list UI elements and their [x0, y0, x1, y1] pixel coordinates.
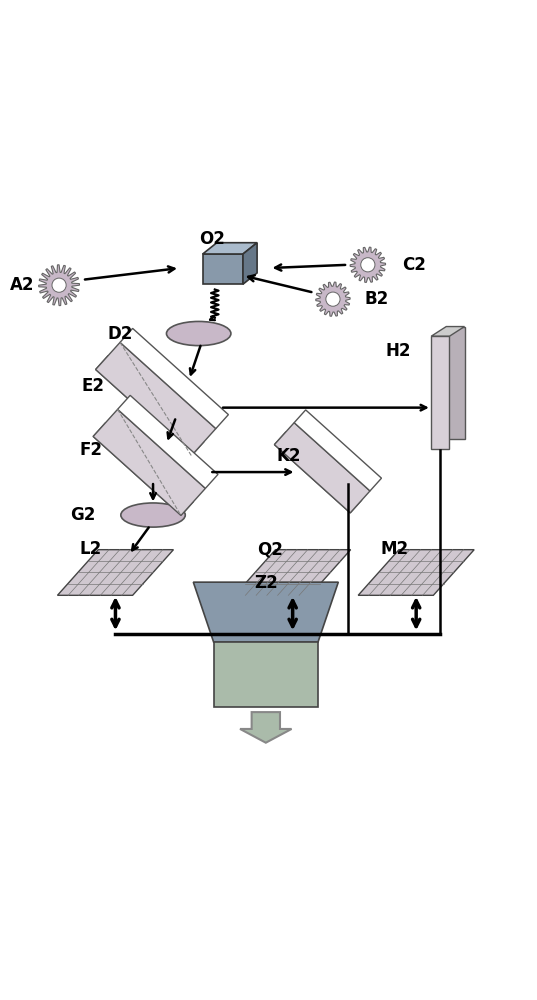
Polygon shape — [193, 582, 338, 642]
Polygon shape — [446, 327, 465, 439]
Text: L2: L2 — [79, 540, 101, 558]
Text: A2: A2 — [10, 276, 35, 294]
Text: O2: O2 — [199, 230, 225, 248]
Polygon shape — [240, 712, 292, 743]
Polygon shape — [431, 336, 449, 449]
Polygon shape — [214, 642, 318, 707]
Polygon shape — [274, 432, 362, 513]
Text: H2: H2 — [386, 342, 411, 360]
Text: Q2: Q2 — [257, 540, 282, 558]
Polygon shape — [120, 328, 228, 429]
Text: Z2: Z2 — [254, 574, 278, 592]
Polygon shape — [57, 550, 173, 595]
Polygon shape — [294, 410, 381, 491]
Text: C2: C2 — [402, 256, 425, 274]
Polygon shape — [316, 282, 350, 316]
Ellipse shape — [166, 321, 231, 346]
Text: F2: F2 — [79, 441, 103, 459]
Polygon shape — [118, 395, 218, 488]
Polygon shape — [93, 422, 193, 516]
Polygon shape — [96, 356, 204, 456]
Polygon shape — [96, 342, 216, 456]
Text: E2: E2 — [82, 377, 105, 395]
Text: D2: D2 — [107, 325, 133, 343]
Text: B2: B2 — [364, 290, 388, 308]
Text: K2: K2 — [277, 447, 301, 465]
Text: M2: M2 — [380, 540, 408, 558]
Circle shape — [361, 258, 375, 272]
Ellipse shape — [121, 503, 185, 527]
Polygon shape — [350, 247, 386, 282]
Polygon shape — [235, 550, 351, 595]
Polygon shape — [39, 265, 79, 306]
Polygon shape — [431, 327, 465, 336]
Circle shape — [52, 278, 66, 292]
Polygon shape — [93, 409, 205, 516]
Polygon shape — [274, 423, 370, 513]
Polygon shape — [203, 254, 243, 284]
Polygon shape — [203, 243, 257, 254]
Polygon shape — [243, 243, 257, 284]
Circle shape — [326, 292, 340, 306]
Polygon shape — [358, 550, 474, 595]
Text: G2: G2 — [70, 506, 95, 524]
